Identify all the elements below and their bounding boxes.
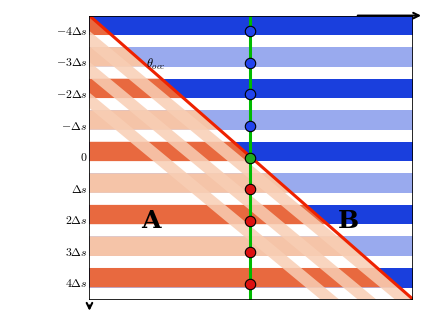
Polygon shape [89, 47, 148, 67]
Bar [89, 193, 413, 205]
Bar [89, 256, 413, 268]
Bar [89, 16, 413, 35]
Bar [89, 268, 413, 288]
Polygon shape [89, 205, 328, 224]
Polygon shape [52, 16, 414, 300]
Text: $-3\Delta s$: $-3\Delta s$ [55, 56, 87, 70]
Text: $-2\Delta s$: $-2\Delta s$ [55, 88, 87, 101]
Polygon shape [89, 98, 197, 110]
Bar [89, 35, 413, 47]
Polygon shape [239, 16, 426, 300]
Bar [89, 142, 413, 161]
Polygon shape [89, 16, 112, 35]
Text: $-4\Delta s$: $-4\Delta s$ [55, 25, 87, 38]
Polygon shape [164, 16, 426, 300]
Text: $-\Delta s$: $-\Delta s$ [61, 119, 87, 133]
Text: $4\Delta s$: $4\Delta s$ [65, 277, 87, 290]
Polygon shape [276, 16, 426, 300]
Bar [89, 288, 413, 300]
Bar [89, 79, 413, 98]
Polygon shape [350, 16, 426, 300]
Text: $3\Delta s$: $3\Delta s$ [65, 246, 87, 259]
Polygon shape [425, 16, 426, 300]
Polygon shape [89, 130, 233, 142]
Polygon shape [89, 79, 184, 98]
Polygon shape [89, 288, 413, 300]
Bar [89, 130, 413, 142]
Text: $\Delta s$: $\Delta s$ [71, 183, 87, 196]
Polygon shape [89, 67, 161, 79]
Polygon shape [15, 16, 377, 300]
Bar [89, 161, 413, 173]
Polygon shape [89, 256, 377, 268]
Polygon shape [127, 16, 426, 300]
Polygon shape [89, 16, 426, 300]
Bar [89, 110, 413, 130]
Polygon shape [89, 142, 256, 161]
Polygon shape [387, 16, 426, 300]
Polygon shape [89, 161, 269, 173]
Polygon shape [89, 224, 341, 236]
Polygon shape [89, 268, 400, 288]
Text: A: A [141, 209, 161, 233]
Text: $0$: $0$ [80, 151, 87, 164]
Bar [89, 224, 413, 236]
Polygon shape [89, 236, 363, 256]
Polygon shape [313, 16, 426, 300]
Text: $2\Delta s$: $2\Delta s$ [65, 214, 87, 227]
Bar [89, 205, 413, 224]
Text: $\theta_{occ}$: $\theta_{occ}$ [146, 57, 166, 72]
Polygon shape [201, 16, 426, 300]
Bar [89, 47, 413, 67]
Polygon shape [89, 173, 292, 193]
Bar [89, 236, 413, 256]
Bar [89, 98, 413, 110]
Polygon shape [89, 35, 125, 47]
Bar [89, 67, 413, 79]
Bar [89, 173, 413, 193]
Polygon shape [89, 193, 305, 205]
Polygon shape [0, 16, 339, 300]
Polygon shape [89, 110, 220, 130]
Text: B: B [338, 209, 359, 233]
